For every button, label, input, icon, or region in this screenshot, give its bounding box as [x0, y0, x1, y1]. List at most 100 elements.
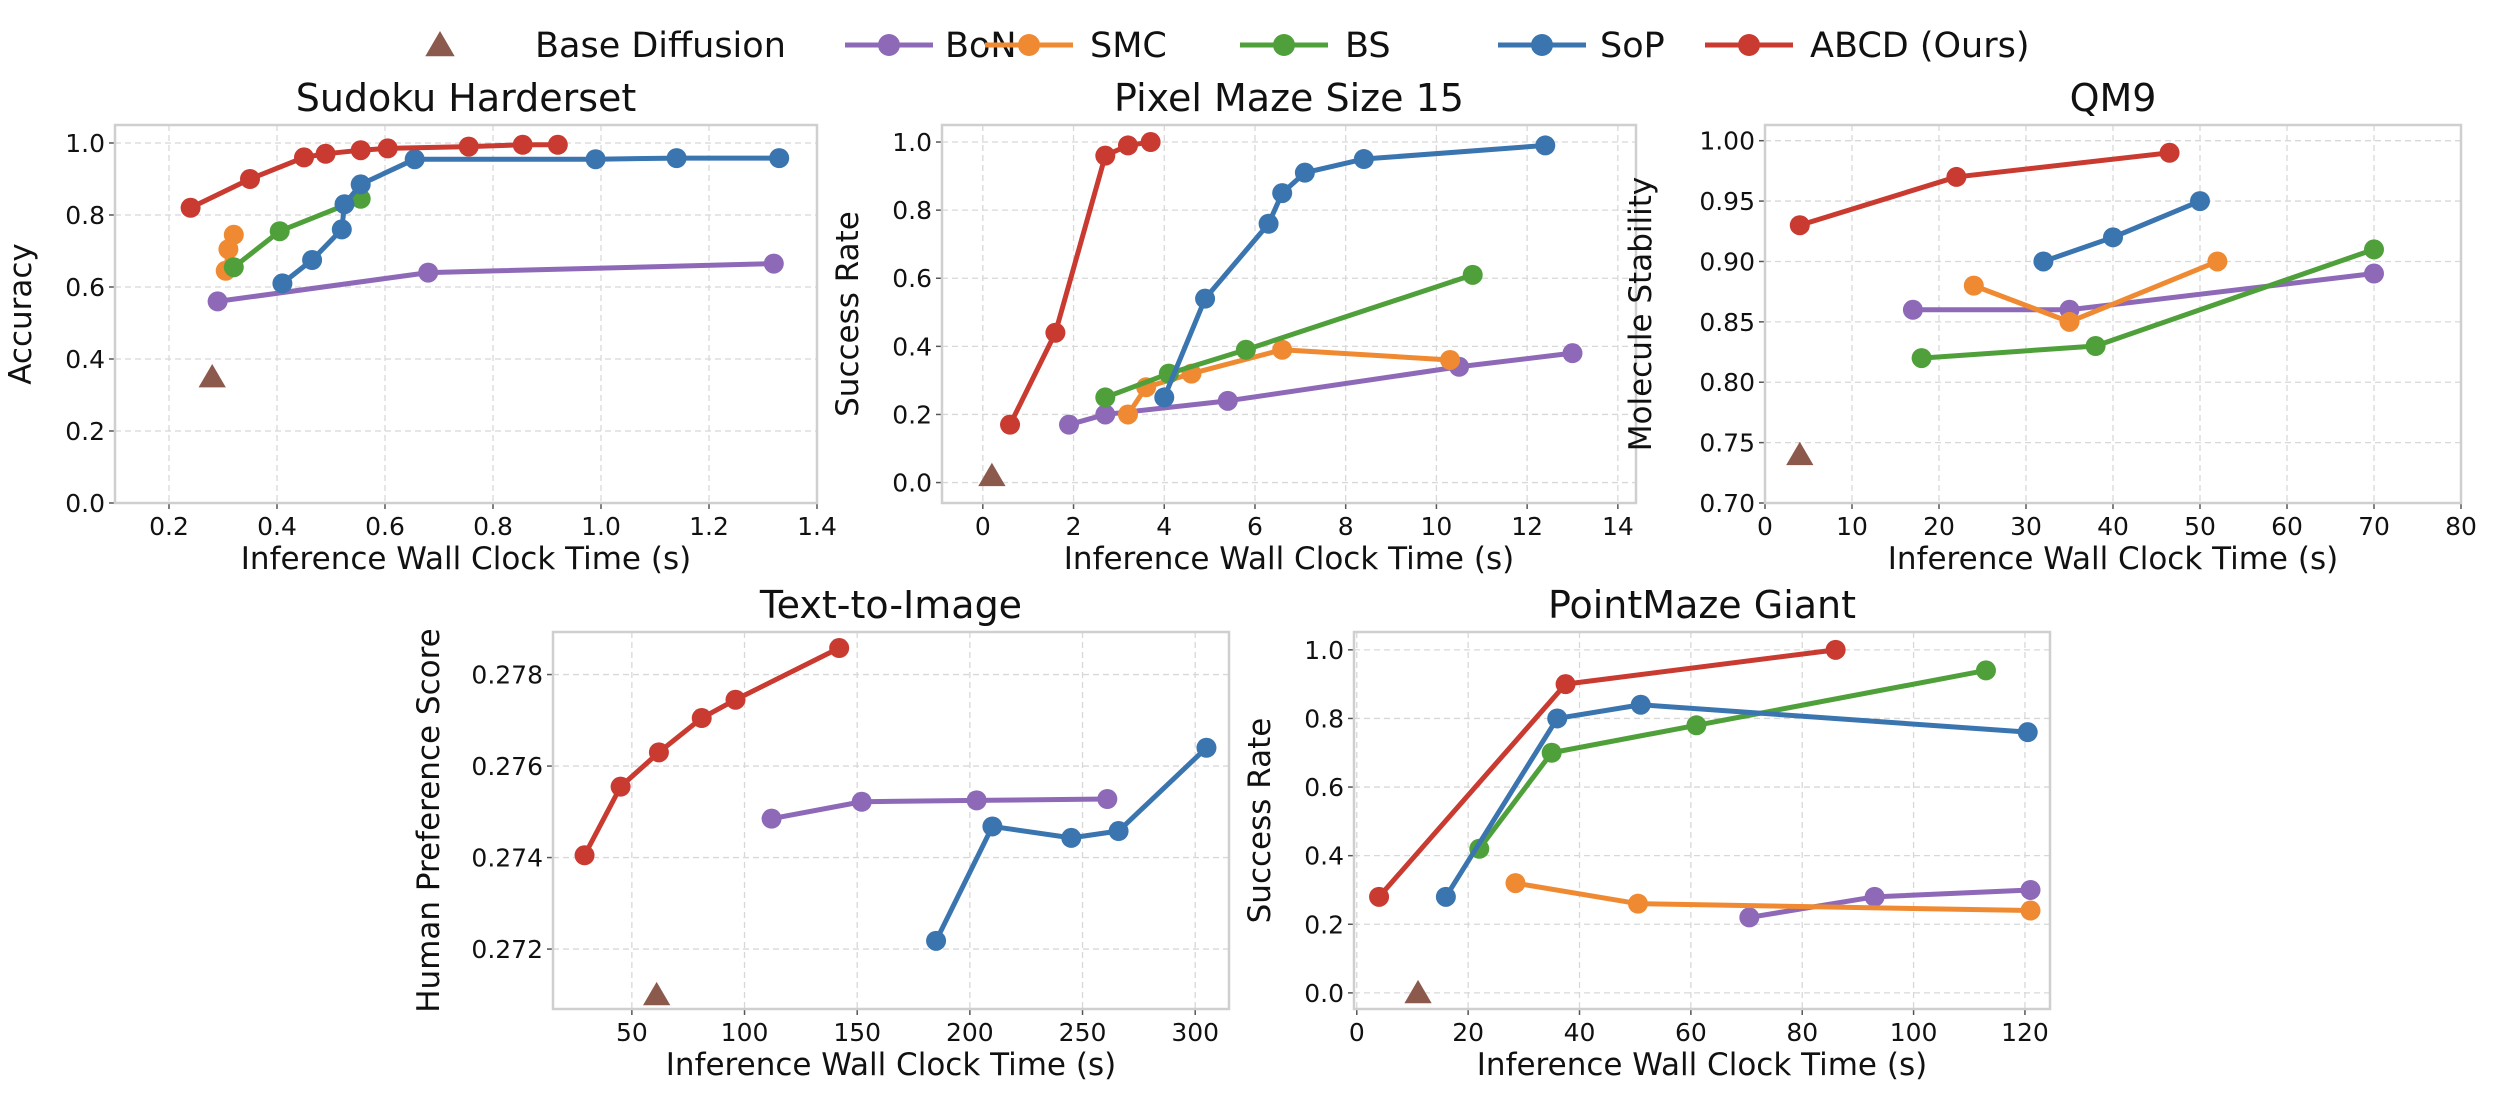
- data-point: [829, 638, 850, 659]
- y-tick-label: 0.6: [65, 273, 105, 302]
- x-tick-label: 250: [1059, 1018, 1107, 1047]
- series-line: [1799, 150, 2170, 228]
- series-sop: [1435, 694, 2038, 907]
- series-base-diffusion: [1786, 441, 1814, 466]
- y-axis-label: Molecule Stability: [1623, 177, 1659, 451]
- legend-label: BS: [1345, 26, 1391, 66]
- x-tick-label: 12: [1511, 512, 1543, 541]
- subplot-title: Text-to-Image: [759, 583, 1022, 627]
- x-tick-label: 60: [2271, 512, 2303, 541]
- data-point: [1946, 166, 1967, 187]
- data-point-triangle: [643, 981, 671, 1006]
- data-point: [223, 257, 244, 278]
- y-tick-label: 0.6: [1304, 773, 1344, 802]
- data-point: [1902, 299, 1923, 320]
- series-line: [1972, 259, 2219, 325]
- data-point: [223, 224, 244, 245]
- x-tick-label: 1.0: [581, 512, 621, 541]
- data-point: [302, 250, 323, 270]
- series-bon: [1739, 879, 2041, 928]
- data-point: [851, 791, 872, 812]
- data-point: [269, 221, 290, 242]
- legend-item-abcd-ours: ABCD (Ours): [1705, 26, 2030, 66]
- data-point-triangle: [198, 364, 226, 388]
- subplot-qm9: 0 10 20 30 40 50 60 70 80 0.70 0.75 0.80 0.85 0.90 0.9…: [1623, 76, 2477, 577]
- subplot-title: QM9: [2070, 76, 2157, 120]
- y-tick-label: 1.00: [1699, 127, 1755, 156]
- data-point: [725, 689, 746, 710]
- subplot-title: Pixel Maze Size 15: [1114, 76, 1464, 120]
- y-tick-label: 0.6: [892, 264, 932, 293]
- series-base-diffusion: [643, 981, 671, 1006]
- series-abcd-ours: [1369, 639, 1846, 907]
- data-point: [2364, 239, 2384, 260]
- series-sop: [2033, 191, 2210, 272]
- y-tick-label: 0.95: [1699, 187, 1755, 216]
- subplot-title: PointMaze Giant: [1548, 583, 1856, 627]
- y-tick-label: 0.70: [1699, 489, 1755, 518]
- circle-marker-icon: [1738, 34, 1760, 56]
- data-point: [1272, 339, 1293, 360]
- series-smc: [1505, 873, 2041, 921]
- series-sop: [1154, 135, 1556, 408]
- data-point: [1627, 893, 1648, 914]
- x-tick-label: 0.4: [257, 512, 297, 541]
- y-tick-label: 0.274: [471, 844, 543, 873]
- series-line: [1104, 272, 1474, 400]
- series-smc: [1963, 251, 2228, 332]
- data-point: [180, 197, 201, 218]
- legend-label: Base Diffusion: [535, 26, 786, 66]
- y-tick-label: 0.8: [65, 201, 105, 230]
- data-point: [207, 291, 228, 312]
- x-tick-label: 20: [1452, 1018, 1484, 1047]
- y-tick-label: 0.4: [65, 345, 105, 374]
- data-point: [1541, 742, 1562, 763]
- x-tick-label: 0.2: [149, 512, 189, 541]
- data-point-triangle: [1404, 979, 1432, 1004]
- y-tick-label: 0.0: [892, 469, 932, 498]
- circle-marker-icon: [1531, 34, 1553, 56]
- data-point: [666, 148, 687, 169]
- data-point: [1562, 343, 1583, 364]
- y-tick-label: 0.8: [1304, 704, 1344, 733]
- subplot-pointmaze-giant: 0 20 40 60 80 100 120 0.0 0.2 0.4 0.6 0.8 1.0 PointMa…: [1242, 583, 2052, 1083]
- data-point: [1789, 215, 1810, 236]
- y-axis-label: Success Rate: [830, 211, 866, 417]
- legend-item-sop: SoP: [1498, 26, 1665, 66]
- series-line: [1921, 247, 2375, 361]
- data-point: [1117, 135, 1138, 156]
- data-point: [240, 169, 260, 189]
- series-bon: [1059, 343, 1583, 435]
- series-line: [771, 796, 1108, 822]
- data-point: [1535, 135, 1556, 156]
- data-point: [1000, 414, 1021, 435]
- data-point: [2364, 263, 2384, 284]
- data-point: [610, 776, 631, 797]
- y-tick-label: 1.0: [1304, 636, 1344, 665]
- circle-marker-icon: [1273, 34, 1295, 56]
- x-tick-label: 6: [1247, 512, 1263, 541]
- subplot-text-to-image: 50 100 150 200 250 300 0.272 0.274 0.276 0.278 Tex…: [411, 583, 1231, 1083]
- data-point: [1369, 886, 1390, 907]
- series-bs: [1095, 264, 1483, 408]
- x-tick-label: 0.8: [473, 512, 513, 541]
- x-tick-label: 0: [975, 512, 991, 541]
- x-axis-label: Inference Wall Clock Time (s): [241, 541, 691, 577]
- data-point: [1686, 715, 1707, 736]
- data-point: [1095, 404, 1116, 425]
- data-point: [1272, 183, 1293, 204]
- data-point: [1195, 288, 1216, 309]
- series-line: [1377, 647, 1836, 899]
- data-point: [1045, 322, 1066, 343]
- series-bs: [223, 188, 371, 278]
- x-tick-label: 14: [1602, 512, 1634, 541]
- x-tick-label: 1.4: [797, 512, 837, 541]
- y-tick-label: 0.4: [1304, 842, 1344, 871]
- series-abcd-ours: [180, 134, 568, 218]
- data-point: [1154, 387, 1175, 408]
- x-tick-label: 100: [721, 1018, 769, 1047]
- data-point: [769, 148, 790, 169]
- data-point: [272, 273, 293, 294]
- x-tick-label: 1.2: [689, 512, 729, 541]
